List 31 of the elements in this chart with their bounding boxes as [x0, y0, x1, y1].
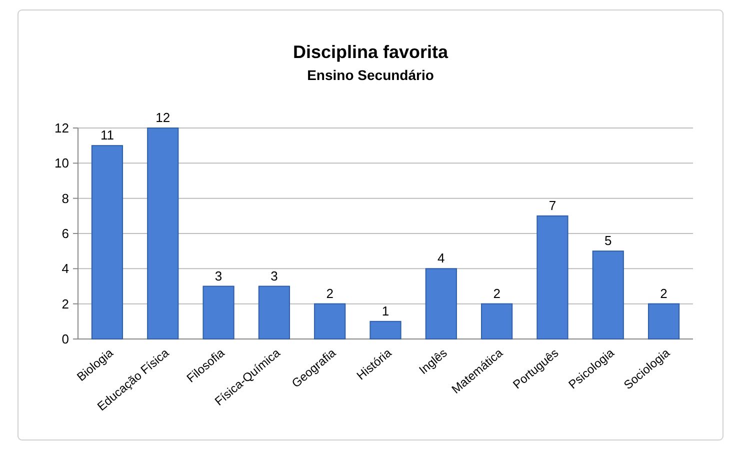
data-label: 2	[493, 286, 500, 301]
chart-subtitle: Ensino Secundário	[307, 67, 434, 83]
y-tick-label: 8	[62, 190, 69, 206]
data-label: 2	[326, 286, 334, 301]
data-label: 2	[660, 286, 668, 301]
bar	[147, 128, 179, 340]
data-label: 3	[270, 268, 278, 284]
data-label: 7	[548, 198, 556, 213]
bar	[592, 250, 624, 340]
bar	[425, 268, 457, 340]
data-label: 5	[604, 233, 612, 248]
bar	[202, 286, 234, 340]
bar	[91, 145, 124, 340]
data-label: 4	[438, 250, 445, 266]
bar	[314, 303, 346, 340]
chart-title: Disciplina favorita	[292, 42, 450, 62]
data-label: 1	[382, 303, 390, 318]
bar	[536, 215, 568, 340]
data-label: 12	[156, 110, 170, 125]
y-tick-label: 0	[62, 332, 69, 347]
data-label: 3	[214, 268, 222, 284]
y-tick-label: 4	[62, 261, 69, 276]
bar	[648, 303, 680, 340]
bar	[258, 286, 290, 340]
y-tick-label: 10	[54, 156, 69, 171]
y-tick-label: 12	[54, 120, 69, 136]
bar	[481, 303, 513, 340]
bar	[370, 320, 402, 340]
y-tick-label: 2	[62, 296, 69, 312]
y-tick-label: 6	[62, 226, 69, 242]
data-label: 11	[100, 128, 114, 143]
